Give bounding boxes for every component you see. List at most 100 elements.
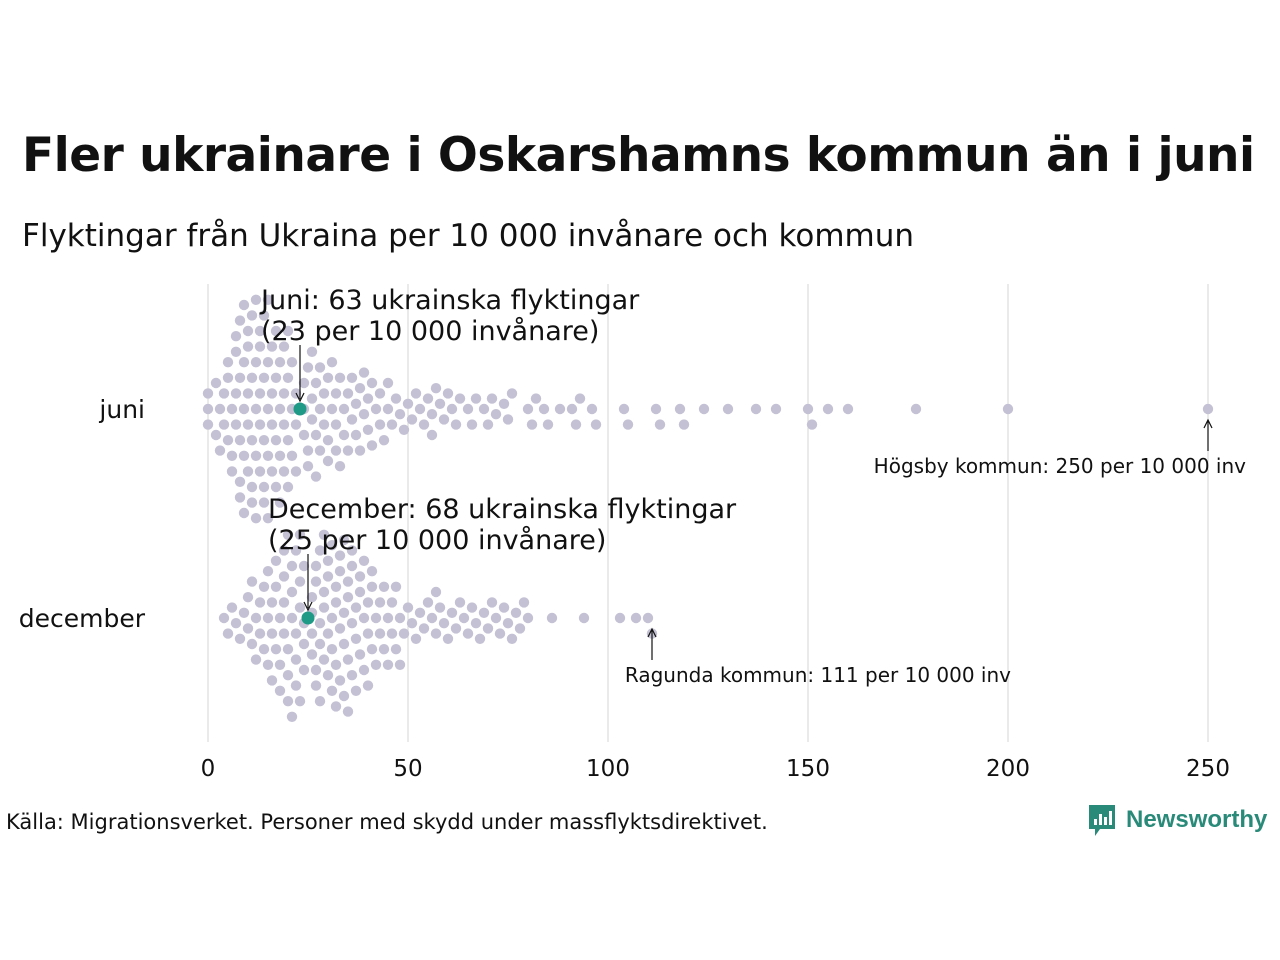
data-point — [242, 325, 254, 337]
data-point — [342, 654, 354, 665]
data-point — [450, 419, 462, 430]
data-point — [270, 435, 282, 446]
data-point — [438, 414, 450, 425]
data-point — [386, 419, 398, 430]
x-tick-label: 0 — [201, 756, 216, 782]
highlight-label-line2: (23 per 10 000 invånare) — [261, 316, 599, 347]
data-point — [270, 581, 282, 592]
data-point — [390, 644, 402, 655]
data-point — [254, 419, 266, 430]
data-point — [342, 592, 354, 603]
data-point — [446, 403, 458, 415]
data-point — [254, 325, 266, 337]
data-point — [234, 315, 246, 326]
data-point — [250, 654, 262, 665]
data-point — [290, 654, 302, 665]
data-point — [642, 612, 654, 624]
data-point — [306, 649, 318, 660]
data-point — [254, 466, 266, 477]
x-tick-label: 150 — [786, 756, 830, 782]
data-point — [282, 372, 294, 383]
data-point — [802, 403, 814, 415]
data-point — [282, 696, 294, 707]
data-point — [346, 670, 358, 681]
data-point — [498, 602, 510, 613]
data-point — [234, 633, 246, 644]
data-point — [314, 696, 326, 707]
x-tick-label: 50 — [393, 756, 422, 782]
data-point — [278, 388, 290, 399]
max-annotation-label: Ragunda kommun: 111 per 10 000 inv — [625, 663, 1011, 687]
data-point — [258, 435, 270, 446]
data-point — [426, 409, 438, 420]
data-point — [258, 581, 270, 592]
data-point — [278, 419, 290, 430]
data-point — [310, 680, 322, 691]
data-point — [350, 398, 362, 409]
data-point — [750, 403, 762, 415]
data-point — [338, 534, 350, 546]
data-point — [330, 419, 342, 430]
data-point — [314, 362, 326, 373]
data-point — [566, 403, 578, 415]
data-point — [366, 581, 378, 592]
data-point — [290, 545, 302, 556]
data-point — [282, 481, 294, 493]
data-point — [378, 581, 390, 592]
data-point — [334, 675, 346, 686]
data-point — [322, 455, 334, 467]
data-point — [338, 638, 350, 650]
data-point — [254, 341, 266, 352]
data-point — [266, 466, 278, 477]
max-annotation-arrowhead — [1203, 418, 1213, 429]
data-point — [210, 377, 222, 389]
data-point — [414, 403, 426, 415]
data-point — [362, 424, 374, 435]
data-point — [250, 403, 262, 415]
data-point — [434, 398, 446, 409]
data-point — [246, 310, 258, 321]
highlight-label-line1: Juni: 63 ukrainska flyktingar — [259, 285, 640, 316]
data-point — [554, 403, 566, 415]
data-point — [338, 607, 350, 618]
data-point — [278, 597, 290, 608]
data-point — [546, 612, 558, 624]
data-point — [274, 497, 286, 508]
data-point — [450, 623, 462, 634]
data-point — [298, 429, 310, 441]
data-point — [394, 612, 406, 624]
data-point — [262, 450, 274, 461]
data-point — [270, 372, 282, 383]
data-point — [418, 623, 430, 634]
data-point — [218, 388, 230, 399]
data-point — [298, 377, 310, 389]
data-point — [650, 403, 662, 415]
data-point — [342, 706, 354, 717]
data-point — [350, 602, 362, 613]
data-point — [346, 560, 358, 572]
data-point — [370, 403, 382, 415]
data-point — [230, 331, 242, 342]
data-point — [290, 680, 302, 691]
data-point — [214, 445, 226, 456]
data-point — [406, 414, 418, 425]
data-point — [490, 409, 502, 420]
data-point — [286, 357, 298, 368]
data-point — [358, 409, 370, 420]
data-point — [218, 419, 230, 430]
data-point — [262, 566, 274, 577]
data-point — [406, 618, 418, 629]
data-point — [214, 403, 226, 415]
data-point — [322, 628, 334, 639]
data-point — [310, 560, 322, 572]
data-point — [358, 367, 370, 378]
data-point — [422, 393, 434, 404]
data-point — [378, 435, 390, 446]
data-point — [402, 602, 414, 613]
data-point — [466, 602, 478, 613]
data-point — [342, 445, 354, 456]
data-point — [530, 393, 542, 404]
data-point — [374, 419, 386, 430]
data-point — [330, 701, 342, 712]
data-point — [398, 628, 410, 639]
